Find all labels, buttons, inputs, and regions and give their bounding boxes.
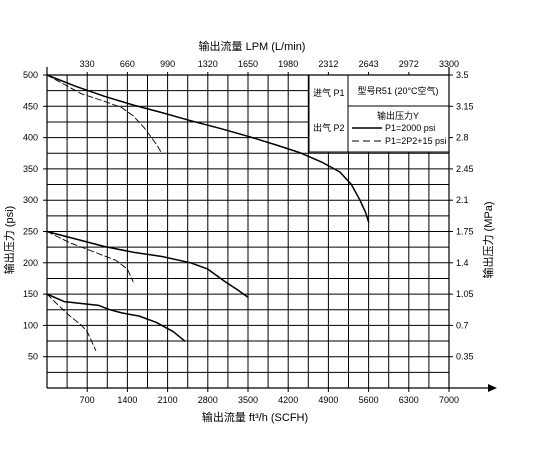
top-tick-label: 1980 xyxy=(278,59,298,69)
right-tick-label: 2.8 xyxy=(456,133,469,143)
legend-entry-dashed: P1=2P2+15 psi xyxy=(385,136,447,146)
axes: 700 1400 2100 2800 3500 4200 4900 5600 6300 7000 3… xyxy=(23,59,497,405)
legend-inlet-label: 进气 P1 xyxy=(313,87,345,98)
bottom-tick-label: 4900 xyxy=(318,395,338,405)
right-axis-title: 输出压力 (MPa) xyxy=(481,202,495,279)
left-tick-label: 150 xyxy=(23,289,38,299)
legend-entry-solid: P1=2000 psi xyxy=(385,123,435,133)
right-tick-label: 0.7 xyxy=(456,320,469,330)
right-tick-label: 1.75 xyxy=(456,227,474,237)
bottom-tick-label: 4200 xyxy=(278,395,298,405)
left-tick-label: 300 xyxy=(23,195,38,205)
left-tick-label: 50 xyxy=(28,352,38,362)
bottom-axis-title: 输出流量 ft³/h (SCFH) xyxy=(202,410,308,424)
series-line-solid xyxy=(46,230,249,298)
left-tick-label: 400 xyxy=(23,133,38,143)
top-tick-label: 2643 xyxy=(359,59,379,69)
left-tick-label: 200 xyxy=(23,258,38,268)
right-tick-label: 1.4 xyxy=(456,258,469,268)
legend-background xyxy=(308,74,450,153)
bottom-tick-label: 7000 xyxy=(439,395,459,405)
bottom-tick-label: 1400 xyxy=(117,395,137,405)
right-tick-label: 3.5 xyxy=(456,70,469,80)
legend-outlet-label: 出气 P2 xyxy=(313,122,345,133)
top-axis-title: 输出流量 LPM (L/min) xyxy=(199,39,306,53)
bottom-tick-label: 3500 xyxy=(238,395,258,405)
top-tick-label: 660 xyxy=(120,59,135,69)
legend-box: 进气 P1 出气 P2 型号R51 (20°C空气) 输出压力Y P1=2000… xyxy=(308,74,450,153)
top-tick-label: 990 xyxy=(160,59,175,69)
series-line-dashed xyxy=(46,74,163,154)
left-tick-label: 350 xyxy=(23,164,38,174)
legend-heading: 输出压力Y xyxy=(377,110,419,121)
bottom-tick-label: 6300 xyxy=(399,395,419,405)
left-tick-label: 250 xyxy=(23,227,38,237)
top-tick-label: 1650 xyxy=(238,59,258,69)
top-tick-label: 330 xyxy=(80,59,95,69)
left-axis-title: 输出压力 (psi) xyxy=(2,206,16,274)
right-tick-label: 2.45 xyxy=(456,164,474,174)
left-tick-label: 100 xyxy=(23,320,38,330)
left-tick-label: 500 xyxy=(23,70,38,80)
top-tick-label: 2312 xyxy=(318,59,338,69)
bottom-tick-label: 5600 xyxy=(359,395,379,405)
series-line-solid xyxy=(46,74,370,223)
top-tick-label: 2972 xyxy=(399,59,419,69)
top-tick-label: 3300 xyxy=(439,59,459,69)
bottom-tick-label: 700 xyxy=(80,395,95,405)
legend-model: 型号R51 (20°C空气) xyxy=(357,85,438,96)
left-tick-label: 450 xyxy=(23,101,38,111)
right-tick-label: 1.05 xyxy=(456,289,474,299)
series-group xyxy=(46,74,370,351)
series-line-dashed xyxy=(46,231,134,283)
right-tick-label: 2.1 xyxy=(456,195,469,205)
bottom-tick-label: 2800 xyxy=(198,395,218,405)
top-tick-label: 1320 xyxy=(198,59,218,69)
bottom-tick-label: 2100 xyxy=(158,395,178,405)
right-tick-label: 0.35 xyxy=(456,352,474,362)
right-tick-label: 3.15 xyxy=(456,101,474,111)
bottom-axis-arrowhead xyxy=(488,384,497,392)
series-line-dashed xyxy=(46,293,97,351)
series-line-solid xyxy=(46,293,186,342)
